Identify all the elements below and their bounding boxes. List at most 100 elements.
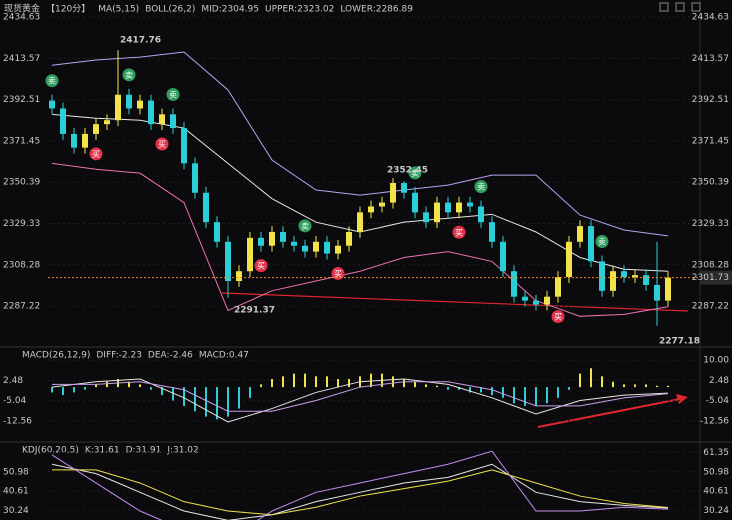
candle-body [533,300,539,305]
macd-bar [326,376,328,388]
header-label: UPPER:2323.02 [265,5,334,15]
y-tick-label: 2308.28 [692,260,729,270]
settings-icon[interactable] [659,2,669,12]
kdj-line [51,450,669,520]
header-label: LOWER:2286.89 [340,5,413,15]
macd-bar [227,387,229,417]
signal-marker [452,225,466,239]
signal-marker [551,310,565,324]
candle-body [104,120,110,125]
macd-bar [84,387,86,390]
y-tick-label: 2287.22 [692,302,729,312]
candle-body [522,296,528,301]
candle-body [280,231,286,242]
macd-bar [73,387,75,393]
candle-body [71,133,77,148]
candle-body [445,202,451,213]
y-tick-label: 2371.45 [692,136,729,146]
candle-body [489,222,495,242]
candle-body [566,241,572,278]
signal-label: 卖 [125,71,133,80]
candle-body [357,212,363,232]
candle-body [401,182,407,193]
header-label: KDJ(60,20,5) [22,446,79,456]
candle-body [82,133,88,148]
macd-bar [667,385,669,388]
candle-body [456,202,462,213]
signal-marker [122,68,136,82]
signal-marker [595,235,609,249]
candle-body [49,100,55,109]
close-icon[interactable] [691,2,701,12]
signal-label: 卖 [411,169,419,178]
macd-bar [139,384,141,388]
macd-bar [623,384,625,388]
header-label: DEA:-2.46 [148,351,193,361]
candle-body [93,124,99,134]
candle-body [258,237,264,246]
y-tick-label: 2329.33 [692,219,729,229]
candle-body [390,182,396,203]
signal-marker [408,166,422,180]
macd-bar [436,385,438,388]
layout-icon[interactable] [675,2,685,12]
y-tick-label: 50.98 [3,467,29,477]
y-tick-label: 2.48 [709,376,729,386]
y-tick-label: 2413.57 [692,54,729,64]
macd-bar [216,387,218,420]
macd-bar [524,387,526,406]
candle-body [181,128,187,164]
macd-bar [51,387,53,393]
macd-bar [128,381,130,388]
macd-bar [161,387,163,396]
y-tick-label: 2287.22 [3,302,40,312]
y-tick-label: 2350.39 [692,178,729,188]
candle-body [137,100,143,109]
signal-label: 卖 [301,222,309,231]
signal-label: 卖 [598,238,606,247]
header-label: D:31.91 [126,446,162,456]
macd-line [51,378,669,423]
y-tick-label: 61.35 [703,448,729,458]
candle-body [324,241,330,254]
y-tick-label: 40.61 [703,487,729,497]
y-tick-label: 30.24 [3,506,29,516]
macd-bar [557,387,559,398]
candle-body [544,296,550,305]
macd-bar [645,384,647,388]
candle-body [368,206,374,213]
header-label: MID:2304.95 [201,5,259,15]
macd-bar [194,387,196,412]
candle-body [269,231,275,246]
y-tick-label: -12.56 [700,416,729,426]
macd-bar [282,376,284,388]
macd-line [52,381,669,412]
macd-bar [634,384,636,388]
candle-body [654,284,660,301]
macd-bar [150,387,152,390]
y-tick-label: 2.48 [3,376,23,386]
header-label: 【120分】 [46,4,90,15]
macd-bar [249,387,251,398]
signal-marker [474,180,488,194]
header-label: MA(5,15) [98,5,139,15]
current-price-box [700,270,732,285]
candle-body [214,222,220,242]
macd-bar [535,387,537,406]
macd-bar [392,376,394,388]
candle-body [60,108,66,134]
candle-body [225,241,231,282]
signal-marker [166,87,180,101]
candle-body [335,245,341,254]
macd-bar [590,368,592,388]
extreme-label: 2291.37 [234,305,275,315]
macd-bar [293,373,295,388]
plot-layer: 现货黄金 【120分】 MA(5,15) BOLL(26,2) MID:2304.95 U… [3,3,732,520]
signal-marker [155,137,169,151]
macd-bar [106,381,108,388]
macd-bar [469,387,471,393]
macd-bar [403,379,405,388]
candle-body [302,245,308,252]
y-tick-label: 40.61 [3,487,29,497]
